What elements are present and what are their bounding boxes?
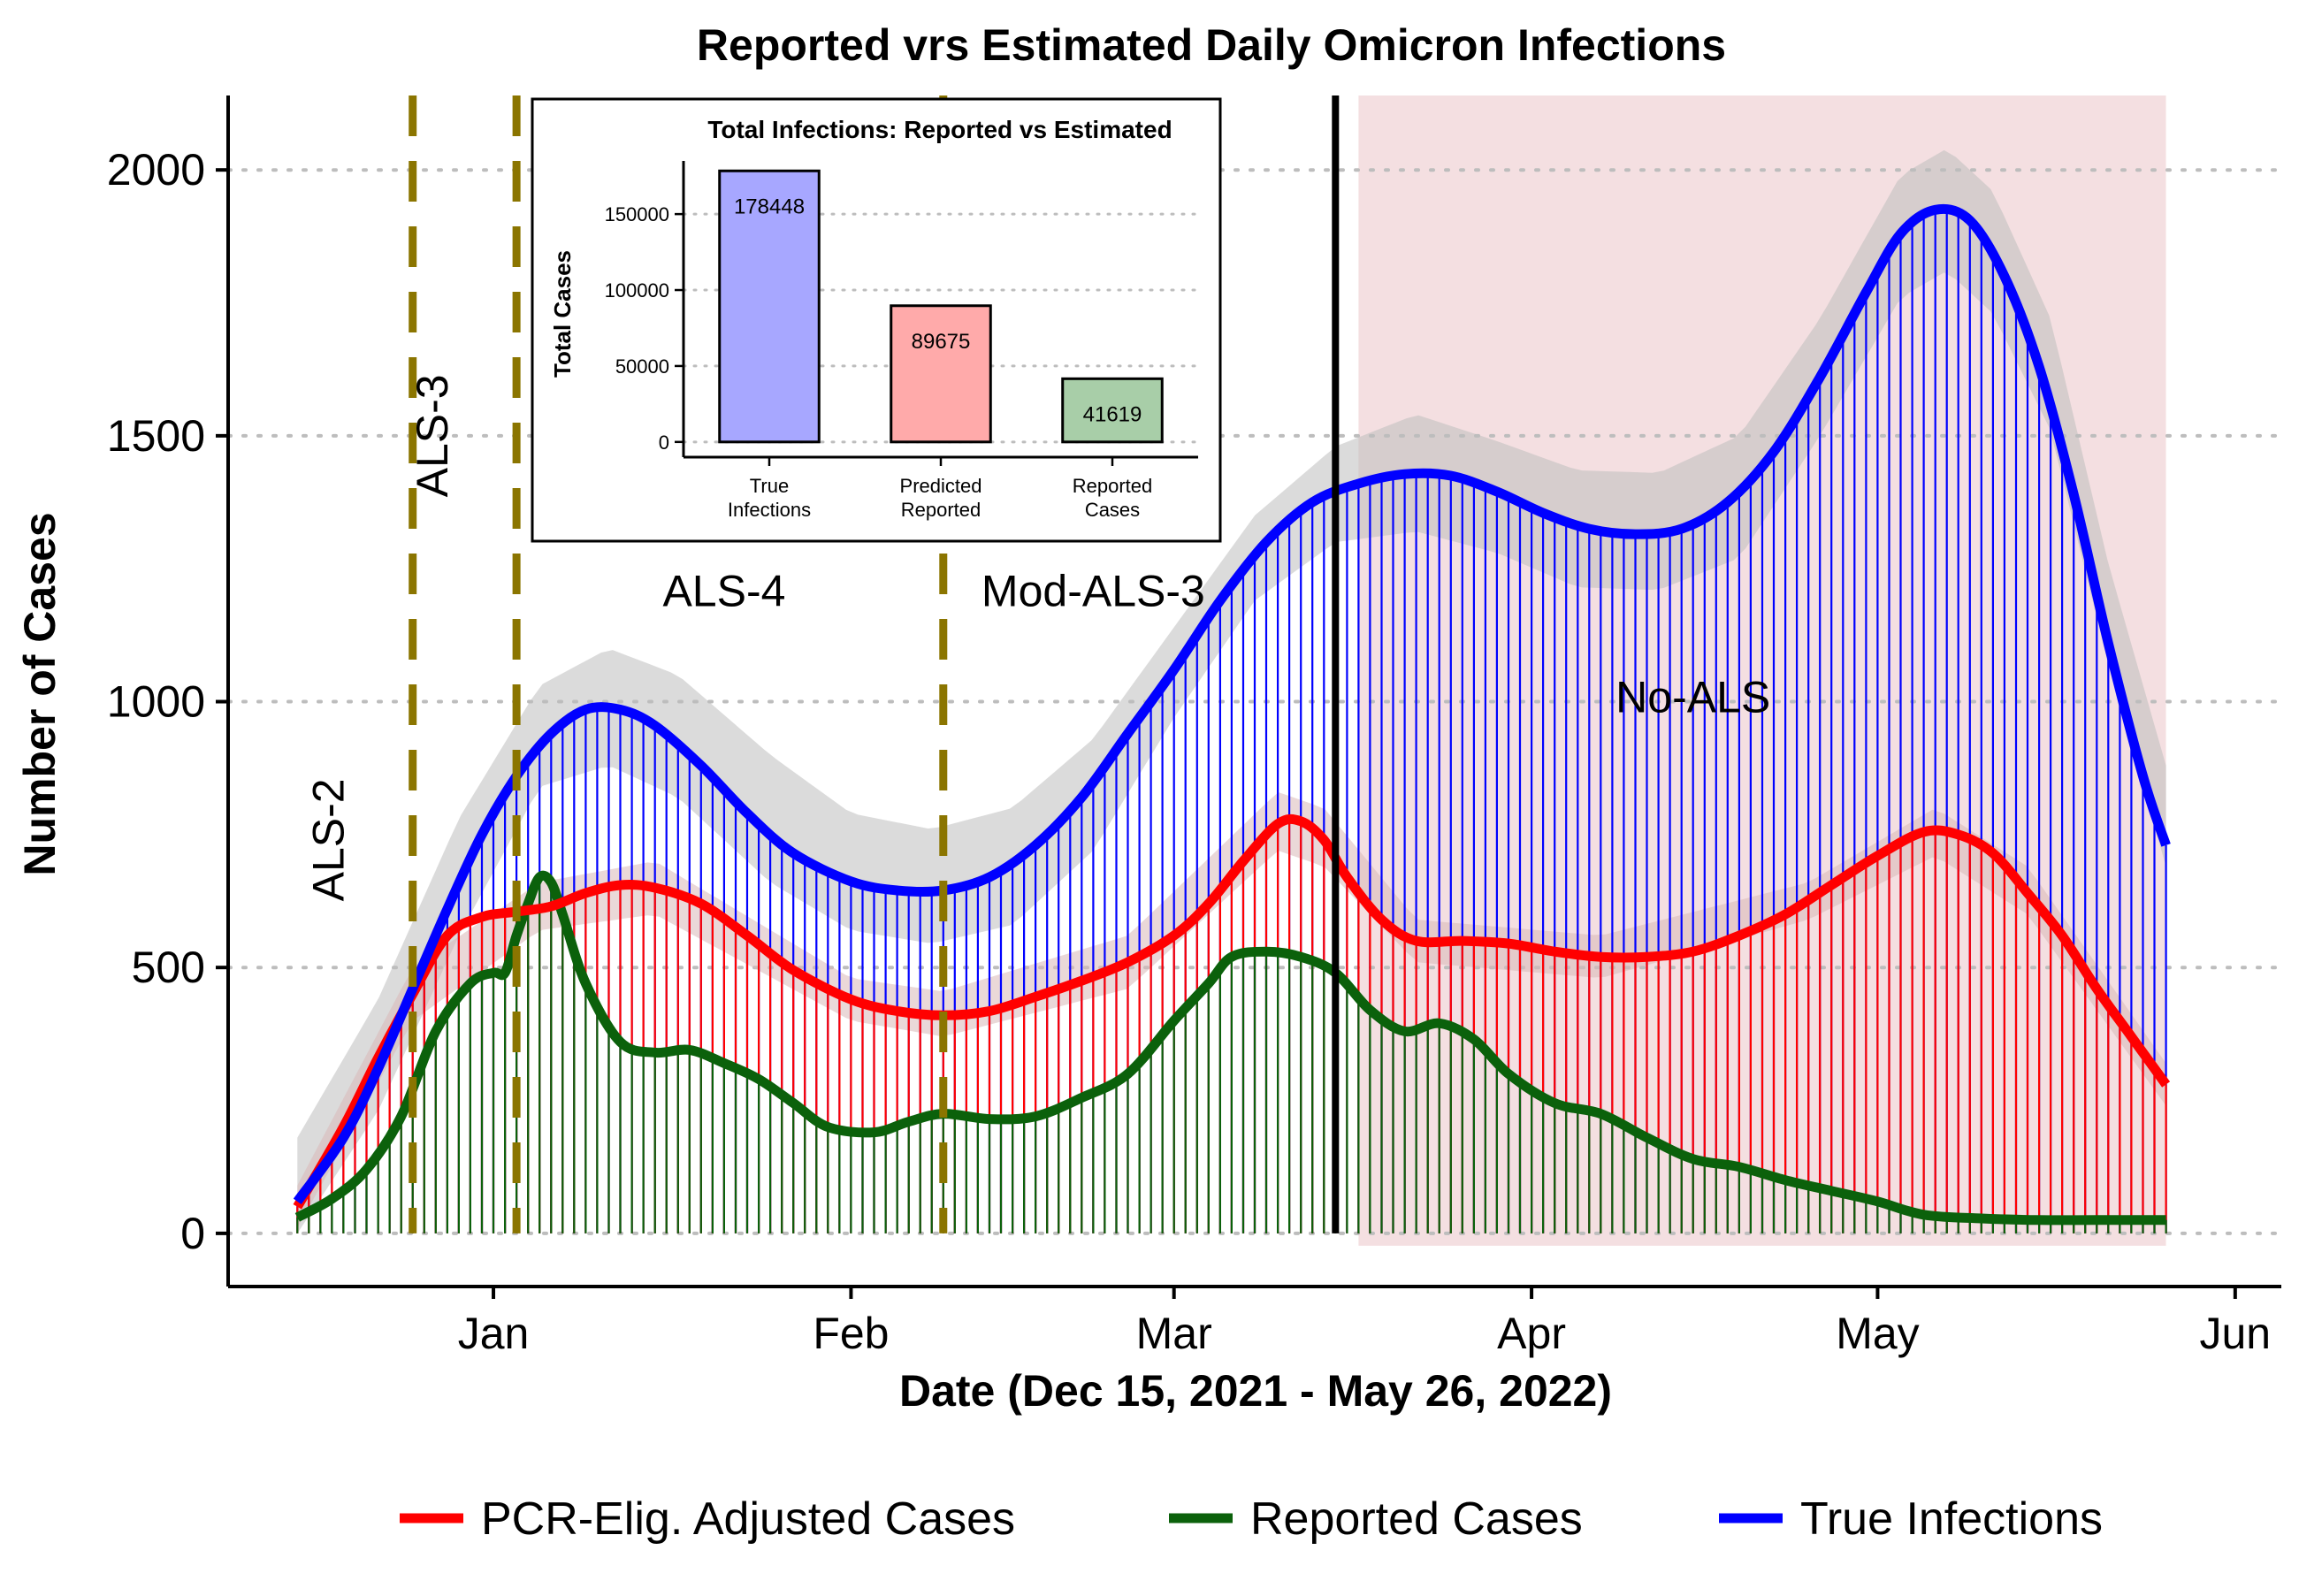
series-line-true-infections [293, 203, 2171, 1205]
x-tick-label-feb: Feb [813, 1309, 889, 1358]
inset-bar-3 [1061, 377, 1164, 444]
series-line-pcr-elig-adjusted-cases [293, 813, 2171, 1210]
phase-dividers [409, 95, 1340, 1233]
inset-y-tick-label-50000: 50000 [615, 355, 669, 378]
inset-y-axis-title: Total Cases [549, 250, 576, 378]
inset-bar-value-3: 41619 [1083, 402, 1142, 426]
x-tick-label-mar: Mar [1136, 1309, 1212, 1358]
x-tick-label-may: May [1836, 1309, 1919, 1358]
inset-frame [531, 97, 1222, 543]
inset-y-tick-label-100000: 100000 [605, 279, 669, 302]
inset-y-tick-label-0: 0 [659, 431, 669, 454]
x-tick-label-apr: Apr [1497, 1309, 1566, 1358]
phase-label-mod-als-3: Mod-ALS-3 [981, 566, 1205, 615]
y-tick-label-1500: 1500 [107, 411, 205, 461]
y-tick-label-0: 0 [180, 1209, 205, 1258]
legend: PCR-Elig. Adjusted Cases Reported Cases Tr… [400, 1493, 2103, 1545]
legend-label-1: PCR-Elig. Adjusted Cases [481, 1493, 1015, 1545]
phase-label-als-2: ALS-2 [303, 778, 353, 901]
inset-y-tick-label-150000: 150000 [605, 203, 669, 225]
inset-bar-chart: Total Infections: Reported vs Estimated … [531, 97, 1222, 543]
y-axis-title: Number of Cases [15, 512, 65, 875]
series-line-reported-cases [294, 870, 2166, 1226]
y-tick-label-500: 500 [132, 943, 205, 992]
inset-category-label-2: Predicted Reported [900, 475, 982, 521]
x-tick-label-jun: Jun [2200, 1309, 2272, 1358]
axes: 0 500 1000 1500 2000 Jan Feb Mar Apr May Jun [107, 95, 2281, 1358]
inset-bar-1 [718, 169, 821, 444]
inset-content: 0 50000 100000 150000 178448 True Infections 89… [605, 161, 1200, 521]
inset-bar-value-1: 178448 [734, 195, 805, 218]
confidence-band-true-infections [297, 149, 2166, 1233]
series-lines [293, 203, 2171, 1226]
phase-annotations: ALS-2 ALS-3 ALS-4 Mod-ALS-3 No-ALS [303, 374, 1770, 901]
phase-label-als-4: ALS-4 [662, 566, 785, 615]
chart-title: Reported vrs Estimated Daily Omicron Inf… [697, 20, 1726, 70]
y-tick-label-1000: 1000 [107, 677, 205, 727]
inset-title: Total Infections: Reported vs Estimated [707, 116, 1172, 143]
phase-label-als-3: ALS-3 [408, 374, 457, 497]
x-tick-label-jan: Jan [458, 1309, 530, 1358]
inset-category-label-1: True Infections [728, 475, 811, 521]
x-axis-title: Date (Dec 15, 2021 - May 26, 2022) [899, 1366, 1612, 1416]
legend-label-3: True Infections [1800, 1493, 2103, 1545]
inset-bar-2 [890, 304, 992, 444]
inset-category-label-3: Reported Cases [1073, 475, 1153, 521]
y-tick-label-2000: 2000 [107, 145, 205, 195]
inset-bar-value-2: 89675 [912, 330, 971, 354]
legend-label-2: Reported Cases [1250, 1493, 1583, 1545]
phase-label-no-als: No-ALS [1615, 673, 1770, 722]
